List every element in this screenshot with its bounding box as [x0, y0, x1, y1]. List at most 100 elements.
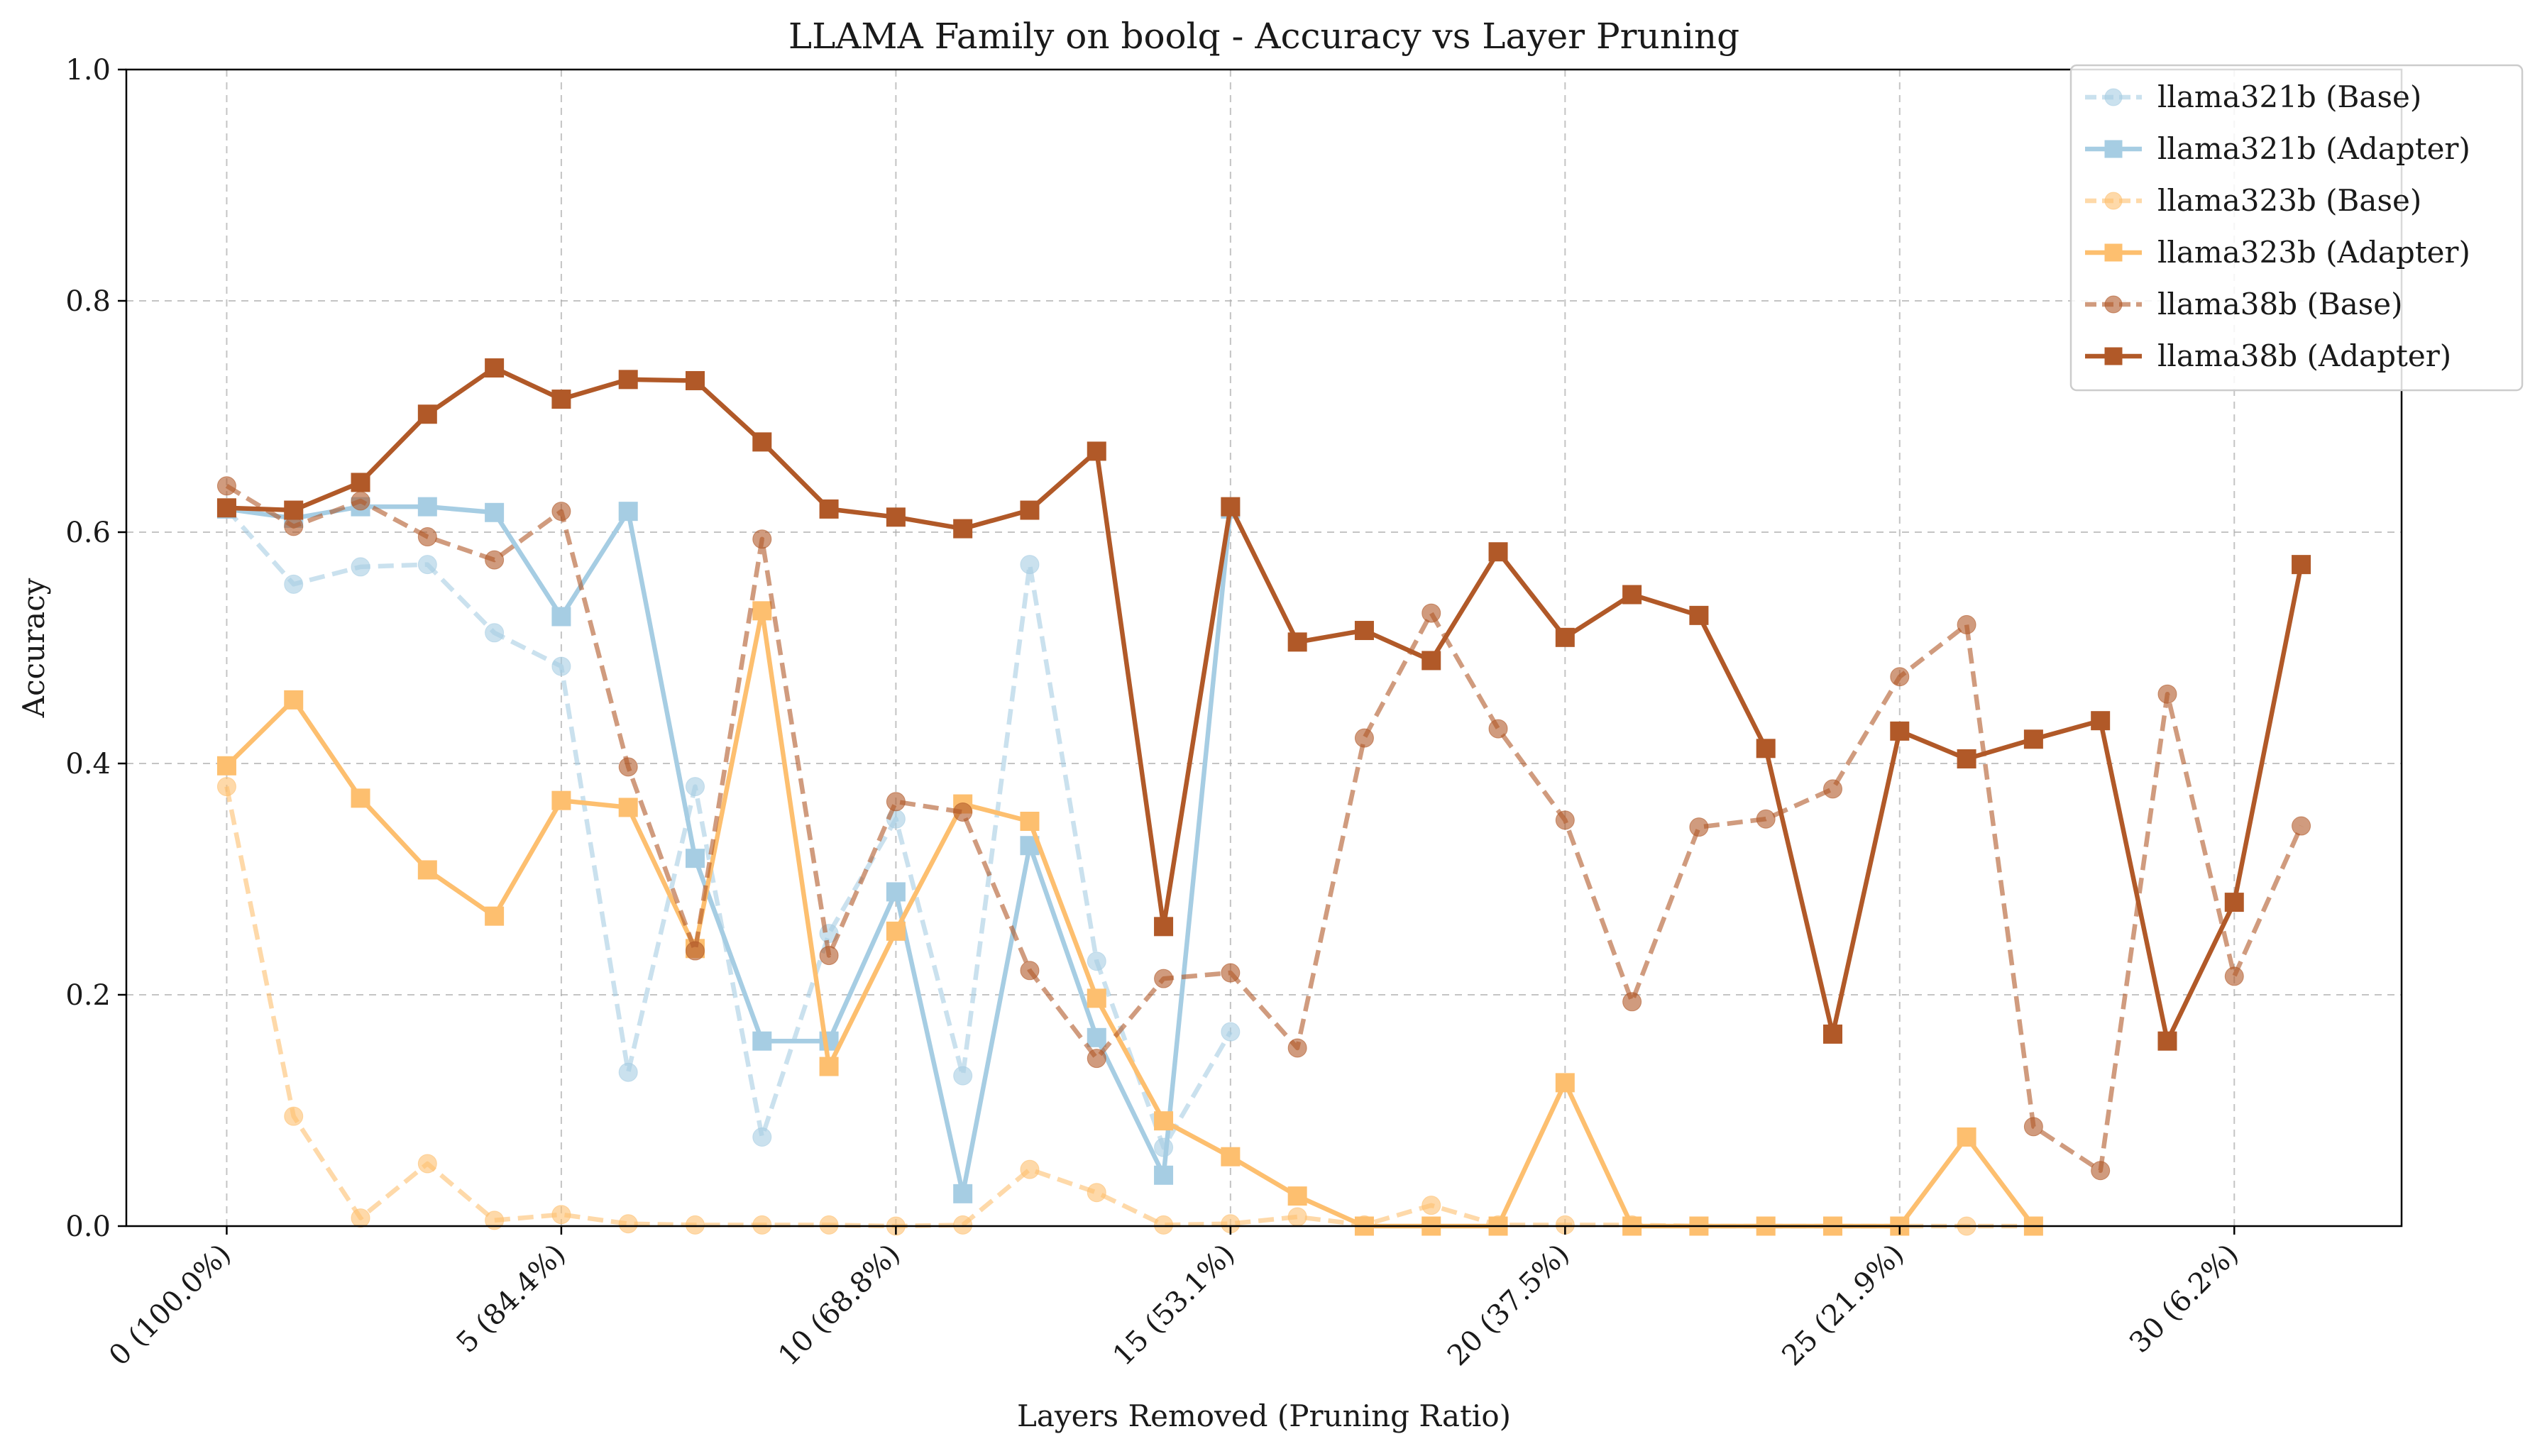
data-point-llama323b-base — [1422, 1196, 1441, 1215]
y-tick-label: 1.0 — [65, 54, 111, 87]
data-point-llama38b-base — [1488, 719, 1508, 739]
data-point-llama323b-adapter — [1957, 1127, 1976, 1147]
series-line-llama38b-base — [225, 484, 2304, 1174]
data-point-llama38b-base — [686, 941, 705, 961]
data-point-llama321b-adapter — [1154, 1165, 1174, 1185]
data-point-llama38b-adapter — [1823, 1024, 1842, 1044]
y-tick-label: 0.4 — [65, 748, 111, 781]
data-point-llama323b-base — [686, 1215, 705, 1235]
y-tick-label: 0.6 — [65, 517, 111, 549]
data-point-llama323b-base — [819, 1215, 839, 1235]
data-point-llama323b-base — [216, 777, 236, 797]
series-line-llama321b-base — [224, 507, 1233, 1150]
data-point-llama38b-adapter — [1020, 500, 1040, 520]
legend-marker — [2104, 295, 2123, 314]
data-point-llama38b-adapter — [686, 370, 705, 390]
legend-label: llama323b (Base) — [2157, 183, 2421, 218]
y-tick-label: 0.8 — [65, 285, 111, 318]
data-point-llama38b-adapter — [1154, 917, 1174, 937]
data-point-llama38b-base — [1221, 963, 1241, 983]
data-point-llama323b-base — [752, 1215, 772, 1235]
data-point-llama38b-base — [1287, 1038, 1307, 1058]
plot-frame — [125, 68, 2403, 1228]
legend-label: llama321b (Adapter) — [2157, 131, 2470, 166]
data-point-llama323b-adapter — [485, 906, 505, 926]
data-point-llama38b-adapter — [819, 499, 839, 519]
y-tick-label: 0.0 — [65, 1210, 111, 1243]
data-point-llama323b-base — [284, 1106, 304, 1126]
data-point-llama38b-adapter — [216, 498, 236, 518]
data-point-llama38b-adapter — [1756, 739, 1776, 759]
data-point-llama38b-base — [284, 517, 304, 536]
data-point-llama321b-base — [1020, 555, 1040, 575]
series-llama38b-adapter — [216, 358, 2311, 1051]
data-point-llama323b-adapter — [1087, 988, 1106, 1008]
data-point-llama321b-base — [351, 557, 370, 577]
data-point-llama321b-adapter — [1087, 1027, 1106, 1047]
data-point-llama38b-base — [1756, 809, 1776, 829]
data-point-llama38b-base — [1823, 779, 1842, 799]
data-point-llama323b-base — [953, 1215, 973, 1235]
data-point-llama323b-adapter — [551, 790, 571, 810]
data-point-llama323b-adapter — [886, 921, 906, 941]
data-point-llama321b-adapter — [417, 497, 437, 517]
data-point-llama38b-base — [886, 792, 906, 812]
data-point-llama38b-adapter — [284, 500, 304, 520]
data-point-llama38b-base — [819, 946, 839, 966]
legend-label: llama323b (Adapter) — [2157, 235, 2470, 270]
data-point-llama38b-adapter — [1287, 632, 1307, 652]
legend-marker — [2104, 140, 2123, 158]
data-point-llama38b-adapter — [2292, 555, 2311, 575]
legend-marker — [2104, 192, 2123, 210]
data-point-llama321b-base — [752, 1127, 772, 1147]
data-point-llama38b-adapter — [351, 473, 370, 492]
grid — [126, 70, 2402, 1226]
data-point-llama323b-adapter — [1555, 1073, 1575, 1093]
data-point-llama38b-base — [953, 802, 973, 822]
data-point-llama38b-base — [1422, 603, 1441, 623]
legend-marker — [2104, 88, 2123, 106]
data-point-llama38b-base — [2023, 1117, 2043, 1137]
data-point-llama321b-adapter — [886, 882, 906, 902]
legend-item: llama323b (Adapter) — [2085, 235, 2470, 270]
data-point-llama323b-adapter — [216, 756, 236, 776]
data-point-llama323b-adapter — [752, 601, 772, 621]
data-point-llama321b-base — [1221, 1022, 1241, 1042]
data-point-llama323b-base — [1287, 1207, 1307, 1227]
legend-item: llama323b (Base) — [2085, 183, 2421, 218]
data-point-llama38b-adapter — [1221, 497, 1241, 517]
data-point-llama38b-base — [2292, 816, 2311, 836]
data-point-llama323b-adapter — [1287, 1186, 1307, 1206]
data-point-llama323b-base — [485, 1210, 505, 1230]
legend: llama321b (Base) llama321b (Adapter) llama… — [2069, 64, 2524, 392]
data-point-llama323b-adapter — [417, 860, 437, 880]
data-point-llama38b-base — [2157, 684, 2177, 704]
legend-box — [2069, 64, 2524, 392]
data-point-llama38b-adapter — [1354, 621, 1374, 641]
legend-label: llama321b (Base) — [2157, 79, 2421, 114]
data-point-llama321b-base — [1087, 952, 1106, 971]
data-point-llama38b-base — [2224, 966, 2244, 986]
series-line-llama321b-adapter — [226, 504, 1233, 1196]
data-point-llama38b-base — [351, 491, 370, 511]
data-point-llama38b-adapter — [2157, 1031, 2177, 1051]
data-point-llama38b-base — [1890, 667, 1910, 687]
chart-title: LLAMA Family on boolq - Accuracy vs Laye… — [788, 16, 1739, 57]
data-point-llama38b-base — [752, 529, 772, 549]
data-point-llama38b-adapter — [953, 519, 973, 539]
data-point-llama321b-adapter — [953, 1184, 973, 1203]
data-point-llama38b-adapter — [1689, 605, 1709, 625]
legend-item: llama321b (Base) — [2085, 79, 2421, 114]
data-point-llama38b-base — [417, 527, 437, 547]
data-point-llama323b-base — [618, 1214, 638, 1234]
data-point-llama323b-adapter — [819, 1057, 839, 1076]
legend-label: llama38b (Base) — [2157, 287, 2403, 321]
data-point-llama38b-adapter — [2091, 711, 2111, 731]
data-point-llama38b-adapter — [2023, 729, 2043, 749]
data-point-llama321b-base — [618, 1062, 638, 1082]
data-point-llama321b-adapter — [618, 502, 638, 522]
data-point-llama38b-adapter — [1087, 441, 1106, 461]
data-point-llama321b-adapter — [485, 502, 505, 522]
legend-label: llama38b (Adapter) — [2157, 338, 2451, 373]
